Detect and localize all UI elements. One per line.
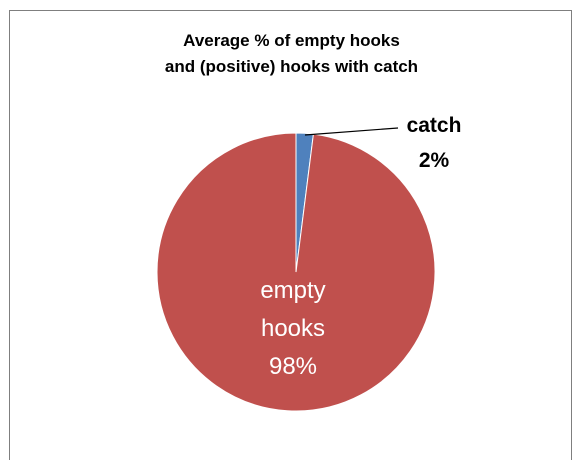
chart-title: Average % of empty hooks and (positive) … xyxy=(0,28,583,80)
catch-percent-label: 2% xyxy=(419,149,450,172)
pie-slices xyxy=(156,132,436,412)
chart-title-line-1: Average % of empty hooks xyxy=(183,31,400,50)
empty-hooks-percent-label: 98% xyxy=(269,353,317,380)
empty-hooks-category-label-line-1: empty xyxy=(260,277,325,304)
catch-category-label: catch xyxy=(407,114,462,137)
catch-leader-line xyxy=(304,127,399,136)
chart-title-line-2: and (positive) hooks with catch xyxy=(164,57,419,76)
empty-hooks-category-label-line-2: hooks xyxy=(261,315,325,342)
pie-slice-empty-hooks xyxy=(156,132,436,412)
